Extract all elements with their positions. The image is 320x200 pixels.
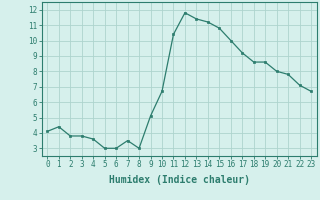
X-axis label: Humidex (Indice chaleur): Humidex (Indice chaleur)	[109, 175, 250, 185]
